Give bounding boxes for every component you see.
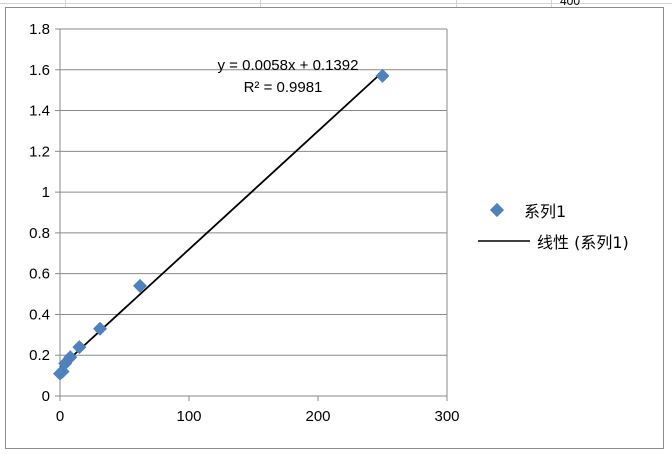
y-tick-label: 0.4 xyxy=(29,306,50,323)
sheet-col-line xyxy=(456,0,457,8)
x-tick-label: 0 xyxy=(56,408,64,425)
trendline-layer xyxy=(59,71,384,369)
point-layer xyxy=(53,68,390,381)
data-point[interactable] xyxy=(72,340,87,355)
y-tick-label: 1.4 xyxy=(29,103,50,120)
legend-label-trendline: 线性 (系列1) xyxy=(537,233,629,252)
data-point[interactable] xyxy=(63,350,78,365)
data-point[interactable] xyxy=(132,278,147,293)
sheet-col-line xyxy=(260,0,261,8)
sheet-row-line xyxy=(0,3,672,4)
trendline-r-squared[interactable]: R² = 0.9981 xyxy=(244,79,323,96)
y-tick-label: 0.6 xyxy=(29,266,50,283)
y-tick-label: 1.8 xyxy=(29,21,50,38)
y-tick-label: 1.6 xyxy=(29,62,50,79)
sheet-col-line xyxy=(551,0,552,8)
data-point[interactable] xyxy=(92,321,107,336)
y-tick-label: 0.8 xyxy=(29,225,50,242)
scatter-chart: 0 0.2 0.4 0.6 0.8 1 1.2 1.4 1.6 1.8 0 100 200 300 y =… xyxy=(29,21,629,425)
chart-area[interactable]: 0 0.2 0.4 0.6 0.8 1 1.2 1.4 1.6 1.8 0 100 200 300 y =… xyxy=(5,7,664,449)
x-tick-label: 100 xyxy=(176,408,201,425)
x-tick-label: 300 xyxy=(434,408,459,425)
sheet-col-line xyxy=(65,0,66,8)
y-tick-label: 1 xyxy=(42,184,50,201)
legend-label-series: 系列1 xyxy=(524,202,566,221)
trendline-equation[interactable]: y = 0.0058x + 0.1392 xyxy=(218,57,359,74)
y-tick-label: 1.2 xyxy=(29,143,50,160)
trendline xyxy=(59,71,384,369)
data-point[interactable] xyxy=(375,68,390,83)
legend-marker-series xyxy=(489,202,505,218)
y-tick-label: 0 xyxy=(42,388,50,405)
data-point[interactable] xyxy=(58,356,73,371)
x-tick-label: 200 xyxy=(305,408,330,425)
axis-layer: 0 0.2 0.4 0.6 0.8 1 1.2 1.4 1.6 1.8 0 100 200 300 xyxy=(29,21,459,425)
legend[interactable]: 系列1 线性 (系列1) xyxy=(478,202,629,252)
y-tick-label: 0.2 xyxy=(29,347,50,364)
partial-cell-value: 400 xyxy=(560,0,581,8)
